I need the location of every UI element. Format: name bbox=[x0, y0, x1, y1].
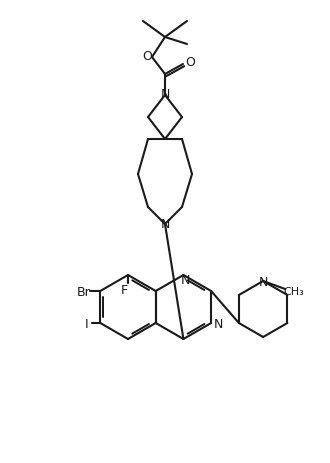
Text: O: O bbox=[142, 50, 152, 63]
Text: N: N bbox=[160, 218, 170, 231]
Text: N: N bbox=[181, 274, 190, 287]
Text: N: N bbox=[214, 317, 223, 330]
Text: F: F bbox=[120, 283, 128, 296]
Text: N: N bbox=[160, 88, 170, 101]
Text: O: O bbox=[185, 56, 195, 69]
Text: N: N bbox=[258, 275, 268, 288]
Text: CH₃: CH₃ bbox=[284, 287, 305, 296]
Text: Br: Br bbox=[77, 285, 90, 298]
Text: I: I bbox=[84, 317, 88, 330]
